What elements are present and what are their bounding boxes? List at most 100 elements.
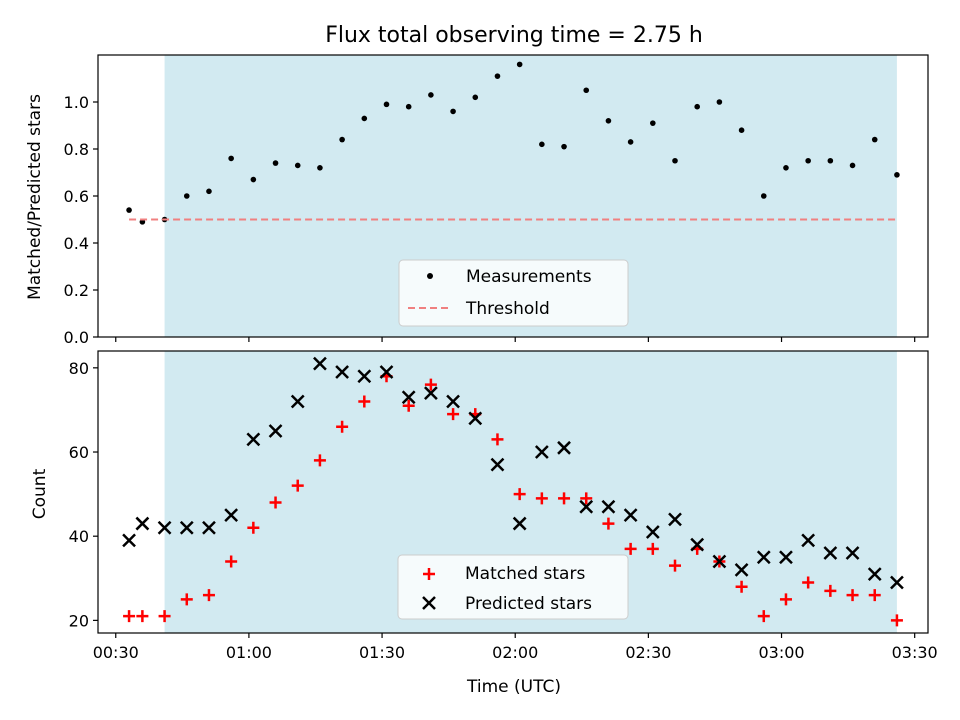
- bottom-predicted-stars-point: [335, 365, 350, 379]
- legend-measurements-label: Measurements: [466, 267, 592, 287]
- top-y-tick-label: 0.6: [64, 187, 89, 206]
- top-measurements-point: [294, 162, 301, 169]
- bottom-predicted-stars-point: [557, 440, 571, 455]
- bottom-matched-stars-point: [513, 488, 526, 501]
- top-measurements-point: [539, 141, 545, 148]
- bottom-xlabel: Time (UTC): [466, 677, 561, 697]
- top-measurements-point: [694, 103, 700, 110]
- top-measurements-point: [672, 157, 678, 164]
- bottom-predicted-stars-point: [623, 508, 638, 523]
- bottom-predicted-stars-point: [845, 546, 860, 560]
- bottom-y-tick-label: 80: [69, 359, 89, 378]
- bottom-predicted-stars-point: [690, 537, 705, 552]
- bottom-predicted-stars-point: [867, 567, 882, 581]
- bottom-predicted-stars-point: [268, 424, 283, 438]
- bottom-predicted-stars-point: [357, 369, 372, 384]
- bottom-matched-stars-point: [535, 492, 548, 505]
- top-y-tick-label: 0.0: [64, 328, 89, 347]
- bottom-predicted-stars-point: [122, 533, 136, 548]
- bottom-matched-stars-point: [247, 521, 260, 534]
- bottom-x-tick-label: 00:30: [93, 643, 139, 662]
- top-measurements-point: [627, 139, 634, 145]
- bottom-predicted-stars-point: [379, 365, 394, 379]
- bottom-predicted-stars-point: [779, 550, 793, 565]
- bottom-x-tick-label: 01:00: [226, 643, 272, 662]
- bottom-predicted-stars-point: [756, 550, 771, 565]
- top-measurements-point: [561, 143, 567, 150]
- top-measurements-point: [738, 127, 745, 133]
- top-measurements-point: [126, 207, 132, 213]
- top-measurements-point: [450, 108, 456, 115]
- bottom-legend-box: [397, 554, 629, 620]
- bottom-matched-stars-point: [669, 559, 682, 572]
- bottom-predicted-stars-point: [801, 533, 816, 548]
- bottom-legend: Matched stars Predicted stars: [397, 554, 629, 620]
- bottom-matched-stars-point: [802, 576, 815, 589]
- bottom-y-tick-label: 20: [69, 611, 89, 630]
- top-measurements-point: [339, 136, 345, 143]
- bottom-matched-stars-point: [180, 593, 193, 606]
- bottom-matched-stars-point: [846, 589, 859, 602]
- bottom-matched-stars-point: [202, 589, 215, 602]
- bottom-predicted-stars-point: [468, 411, 483, 426]
- bottom-matched-stars-point: [779, 593, 792, 606]
- bottom-predicted-stars-point: [645, 525, 660, 539]
- bottom-matched-stars-point: [757, 610, 770, 623]
- bottom-y-tick-label: 60: [69, 443, 89, 462]
- top-measurements-point: [650, 120, 656, 126]
- legend-predicted-label: Predicted stars: [465, 594, 592, 614]
- top-y-tick-label: 0.8: [64, 140, 89, 159]
- bottom-predicted-stars-point: [823, 546, 838, 560]
- bottom-matched-stars-point: [136, 610, 149, 623]
- top-measurements-point: [317, 165, 323, 171]
- bottom-predicted-stars-point: [668, 512, 682, 527]
- bottom-axes-frame: [97, 350, 929, 634]
- bottom-predicted-stars-point: [313, 356, 327, 371]
- bottom-matched-stars-point: [358, 395, 371, 408]
- bottom-matched-stars-point: [424, 378, 437, 391]
- top-legend-box: [398, 259, 629, 327]
- bottom-matched-stars-point: [269, 496, 282, 509]
- legend-threshold-label: Threshold: [465, 299, 550, 319]
- top-measurements-point: [849, 162, 856, 169]
- top-y-tick-label: 0.4: [64, 234, 89, 253]
- bottom-predicted-stars-point: [512, 516, 527, 531]
- top-measurements-point: [472, 94, 479, 101]
- top-measurements-point: [760, 193, 767, 199]
- bottom-matched-stars-point: [890, 614, 903, 627]
- top-measurements-point: [405, 103, 412, 110]
- top-measurements-point: [783, 165, 789, 171]
- bottom-matched-stars-point: [646, 542, 659, 555]
- top-measurements-point: [871, 136, 878, 143]
- bottom-matched-stars-point: [735, 580, 748, 593]
- top-y-tick-label: 0.2: [64, 281, 89, 300]
- top-measurements-point: [250, 176, 257, 183]
- bottom-predicted-stars-point: [579, 499, 594, 514]
- bottom-x-tick-label: 02:00: [492, 643, 538, 662]
- bottom-matched-stars-point: [291, 479, 304, 492]
- bottom-y-tick-label: 40: [69, 527, 89, 546]
- bottom-matched-stars-point: [624, 542, 637, 555]
- bottom-matched-stars-point: [868, 589, 881, 602]
- top-measurements-point: [827, 157, 834, 164]
- legend-measurements-marker: [427, 273, 433, 279]
- bottom-matched-stars-point: [824, 584, 837, 597]
- bottom-matched-stars-point: [158, 610, 171, 623]
- bottom-predicted-stars-point: [712, 554, 727, 569]
- top-y-tick-label: 1.0: [64, 93, 89, 112]
- top-measurements-point: [383, 101, 390, 108]
- top-ylabel: Matched/Predicted stars: [25, 94, 45, 300]
- top-measurements-point: [206, 188, 212, 195]
- bottom-predicted-stars-point: [424, 386, 438, 400]
- legend-matched-label: Matched stars: [465, 564, 585, 584]
- top-measurements-point: [228, 155, 234, 162]
- bottom-matched-stars-point: [402, 399, 415, 412]
- top-measurements-point: [583, 87, 590, 94]
- bottom-predicted-stars-point: [246, 432, 261, 447]
- bottom-matched-stars-point: [580, 492, 593, 505]
- bottom-predicted-stars-point: [202, 520, 216, 535]
- bottom-predicted-stars-point: [290, 394, 305, 409]
- bottom-matched-stars-point: [336, 420, 349, 433]
- legend-predicted-marker: [422, 596, 436, 610]
